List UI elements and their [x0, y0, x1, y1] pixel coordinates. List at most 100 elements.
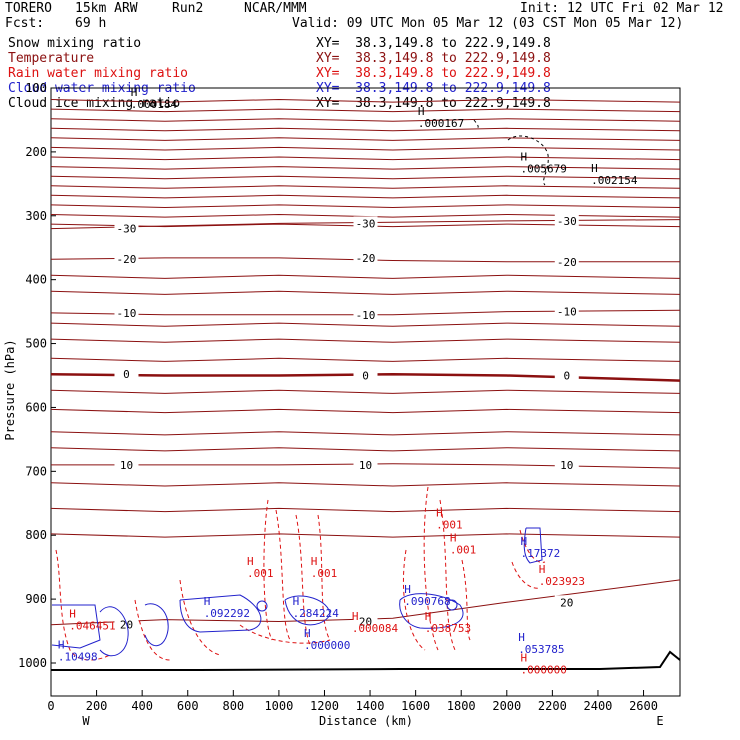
x-tick-label-0: 0 — [47, 699, 54, 713]
x-tick-label-400: 400 — [131, 699, 153, 713]
max-marker-rain: H — [247, 555, 254, 568]
temperature-contour-upper-5 — [50, 146, 681, 151]
max-marker-rain: H — [450, 531, 457, 544]
temperature-contour-mid-9 — [50, 482, 681, 487]
temperature-label--10: -10 — [117, 307, 137, 320]
y-tick-label-900: 900 — [25, 592, 47, 606]
max-marker-snow: H — [418, 105, 425, 118]
temperature-contour-upper-11 — [50, 204, 681, 209]
value-label-cloud: .10498 — [58, 651, 98, 664]
value-label-rain: .000084 — [352, 622, 399, 635]
temperature-contour-mid-2 — [50, 322, 681, 327]
max-marker-rain: H — [436, 506, 443, 519]
y-tick-label-300: 300 — [25, 209, 47, 223]
field-name-rain: Rain water mixing ratio — [8, 66, 189, 81]
temperature-contour-mid-1 — [50, 290, 681, 295]
temperature-label-bg — [353, 307, 378, 320]
temperature-contour-upper-0 — [50, 98, 681, 103]
init-time: Init: 12 UTC Fri 02 Mar 12 — [520, 1, 724, 16]
value-label-cloud: .092292 — [204, 607, 250, 620]
max-marker-snow: H — [591, 162, 598, 175]
rain-contour-cell-1 — [263, 499, 331, 646]
temperature-contour-mid-10 — [50, 507, 681, 513]
temperature-contour-upper-10 — [50, 194, 681, 199]
temperature-label--30: -30 — [557, 215, 577, 228]
value-label-cloud: .284224 — [293, 607, 340, 620]
x-tick-label-1200: 1200 — [310, 699, 339, 713]
max-marker-rain: H — [352, 610, 359, 623]
field-xy-temperature: XY= 38.3,149.8 to 222.9,149.8 — [316, 51, 551, 66]
temperature-label-0: 0 — [123, 368, 130, 381]
max-marker-cloud: H — [520, 535, 527, 548]
temperature-contours: -30 -30 -30 -20 -20 -20 -10 -10 -10 0 0 0 10 10 10 20 20… — [50, 98, 681, 632]
cloud-water-contour-east — [523, 527, 543, 564]
temperature-contour-upper-3 — [50, 127, 681, 132]
temperature-contour-upper-2 — [50, 118, 681, 122]
snow-contour — [473, 119, 549, 186]
temperature-contour-mid-5 — [50, 389, 681, 394]
value-label-rain: .001 — [311, 567, 338, 580]
y-tick-label-500: 500 — [25, 337, 47, 351]
y-tick-label-100: 100 — [25, 81, 47, 95]
temperature-label-20: 20 — [359, 615, 372, 628]
y-tick-label-800: 800 — [25, 528, 47, 542]
value-label-snow: .002154 — [591, 174, 638, 187]
x-axis-title: Distance (km) — [319, 714, 413, 728]
temperature-label-bg — [554, 254, 579, 267]
value-label-snow: .000167 — [418, 117, 464, 130]
temperature-contour--10 — [50, 309, 681, 316]
value-label-snow: .005679 — [520, 163, 566, 176]
temperature-label-bg — [114, 221, 139, 234]
value-label-snow: .000184 — [131, 98, 178, 111]
x-tick-label-200: 200 — [86, 699, 108, 713]
value-label-cloud: .090768 — [404, 595, 450, 608]
temperature-contour-upper-9 — [50, 185, 681, 189]
y-tick-label-400: 400 — [25, 273, 47, 287]
max-marker-rain: H — [425, 610, 432, 623]
value-label-rain: .046451 — [69, 619, 115, 632]
max-marker-rain: H — [539, 563, 546, 576]
value-label-rain: .023923 — [539, 575, 585, 588]
temperature-contour--20 — [50, 257, 680, 263]
direction-east: E — [656, 714, 663, 728]
x-tick-label-1800: 1800 — [447, 699, 476, 713]
max-marker-rain: H — [69, 607, 76, 620]
temperature-label-20: 20 — [560, 596, 573, 609]
temperature-label-bg — [353, 250, 378, 263]
rain-contour-low — [55, 549, 331, 661]
temperature-label--20: -20 — [356, 252, 376, 265]
x-tick-label-2600: 2600 — [629, 699, 658, 713]
temperature-label--20: -20 — [117, 253, 137, 266]
temperature-label-bg — [353, 457, 378, 470]
value-label-cloud: .053785 — [518, 643, 564, 656]
x-tick-label-1600: 1600 — [401, 699, 430, 713]
direction-west: W — [82, 714, 90, 728]
value-label-rain: .001 — [247, 567, 273, 580]
temperature-contour-0 — [50, 372, 681, 382]
max-marker-rain: H — [311, 555, 318, 568]
temperature-contour-upper-8 — [50, 175, 681, 180]
temperature-contour-mid-4 — [50, 357, 681, 362]
rain-contour-east — [511, 529, 546, 589]
max-marker-cloud: H — [518, 631, 525, 644]
field-xy-rain: XY= 38.3,149.8 to 222.9,149.8 — [316, 66, 551, 81]
forecast-hours: 69 h — [75, 16, 107, 31]
temperature-contour-mid-7 — [50, 431, 681, 436]
temperature-label-0: 0 — [362, 370, 369, 383]
cloud-water-contour-west — [51, 594, 331, 657]
field-name-temperature: Temperature — [8, 51, 95, 66]
temperature-label-10: 10 — [560, 459, 573, 472]
y-tick-label-200: 200 — [25, 145, 47, 159]
x-tick-label-600: 600 — [177, 699, 199, 713]
temperature-label-bg — [554, 457, 579, 470]
run-name: Run2 — [172, 1, 204, 16]
temperature-label--10: -10 — [557, 306, 577, 319]
temperature-contour-10 — [51, 463, 681, 469]
temperature-label-bg — [554, 213, 579, 226]
moisture-contours — [51, 119, 681, 671]
temperature-label-bg — [554, 304, 579, 317]
temperature-label-bg — [353, 216, 378, 229]
max-marker-snow: H — [520, 151, 527, 164]
